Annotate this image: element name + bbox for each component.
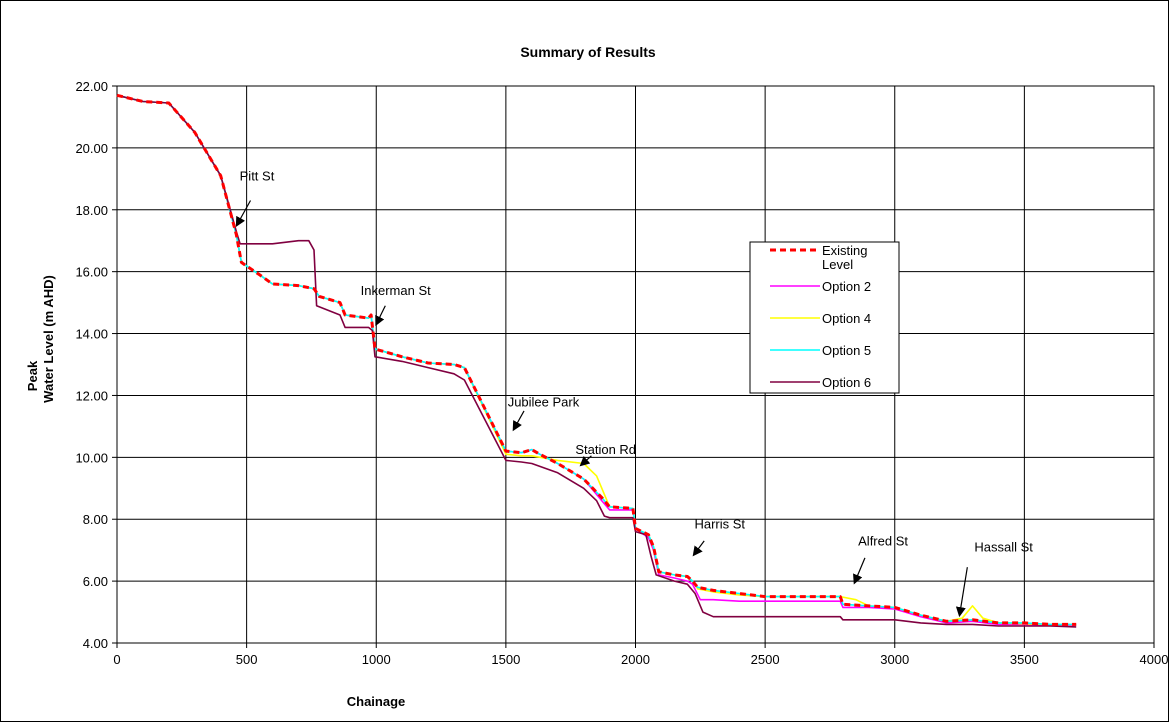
y-tick-label: 8.00 xyxy=(83,512,108,527)
annotation-station-rd: Station Rd xyxy=(575,442,636,457)
x-tick-label: 3000 xyxy=(880,652,909,667)
legend-label-option-5: Option 5 xyxy=(822,343,871,358)
x-tick-label: 2000 xyxy=(621,652,650,667)
y-tick-label: 14.00 xyxy=(75,327,108,342)
annotation-arrow-hassall-st xyxy=(955,567,968,618)
annotation-hassall-st: Hassall St xyxy=(974,540,1033,555)
x-tick-label: 500 xyxy=(236,652,258,667)
legend-label-option-4: Option 4 xyxy=(822,311,871,326)
x-tick-label: 1500 xyxy=(491,652,520,667)
legend-label-existing-level: Existing Level xyxy=(822,243,868,272)
y-tick-label: 12.00 xyxy=(75,388,108,403)
annotation-arrow-alfred-st xyxy=(853,557,866,585)
series-line-existing-level xyxy=(116,93,1077,626)
x-tick-label: 2500 xyxy=(751,652,780,667)
y-tick-label: 22.00 xyxy=(75,79,108,94)
x-axis-ticks: 0 500 1000 1500 2000 2500 3000 3500 4000 xyxy=(113,643,1168,667)
legend-label-option-6: Option 6 xyxy=(822,375,871,390)
x-tick-label: 4000 xyxy=(1140,652,1169,667)
y-axis-title-line-2: Water Level (m AHD) xyxy=(41,275,56,403)
y-tick-label: 16.00 xyxy=(75,265,108,280)
y-tick-label: 20.00 xyxy=(75,141,108,156)
y-tick-label: 18.00 xyxy=(75,203,108,218)
legend-label-option-2: Option 2 xyxy=(822,279,871,294)
x-tick-label: 0 xyxy=(113,652,120,667)
annotation-pitt-st: Pitt St xyxy=(240,168,275,183)
series-line-option-6 xyxy=(116,94,1077,628)
gridlines xyxy=(116,85,1155,644)
legend: Existing Level Option 2 Option 4 Option 5 Opt… xyxy=(749,241,900,394)
annotation-harris-st: Harris St xyxy=(694,517,745,532)
annotation-alfred-st: Alfred St xyxy=(858,534,908,549)
y-tick-label: 6.00 xyxy=(83,574,108,589)
annotations: Pitt St Inkerman St Jubilee Park Station Rd… xyxy=(235,168,1033,618)
annotation-arrow-station-rd xyxy=(579,455,592,467)
x-tick-label: 1000 xyxy=(362,652,391,667)
annotation-jubilee-park: Jubilee Park xyxy=(508,394,580,409)
chart-title: Summary of Results xyxy=(520,44,656,60)
y-tick-label: 4.00 xyxy=(83,636,108,651)
y-tick-label: 10.00 xyxy=(75,450,108,465)
annotation-arrow-pitt-st xyxy=(235,200,252,227)
series-lines xyxy=(116,93,1077,628)
y-axis-ticks: 4.00 6.00 8.00 10.00 12.00 14.00 16.00 18.00 20.… xyxy=(75,79,117,651)
x-axis-title: Chainage xyxy=(347,694,406,709)
annotation-arrow-jubilee-park xyxy=(512,410,525,432)
annotation-arrow-harris-st xyxy=(692,540,705,557)
annotation-arrow-inkerman-st xyxy=(375,305,386,327)
annotation-inkerman-st: Inkerman St xyxy=(361,283,431,298)
x-tick-label: 3500 xyxy=(1010,652,1039,667)
y-axis-title-line-1: Peak xyxy=(25,360,40,391)
